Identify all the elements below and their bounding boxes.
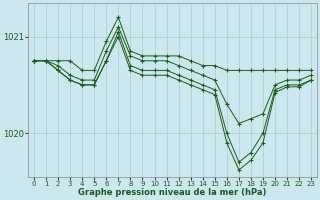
X-axis label: Graphe pression niveau de la mer (hPa): Graphe pression niveau de la mer (hPa) [78, 188, 267, 197]
